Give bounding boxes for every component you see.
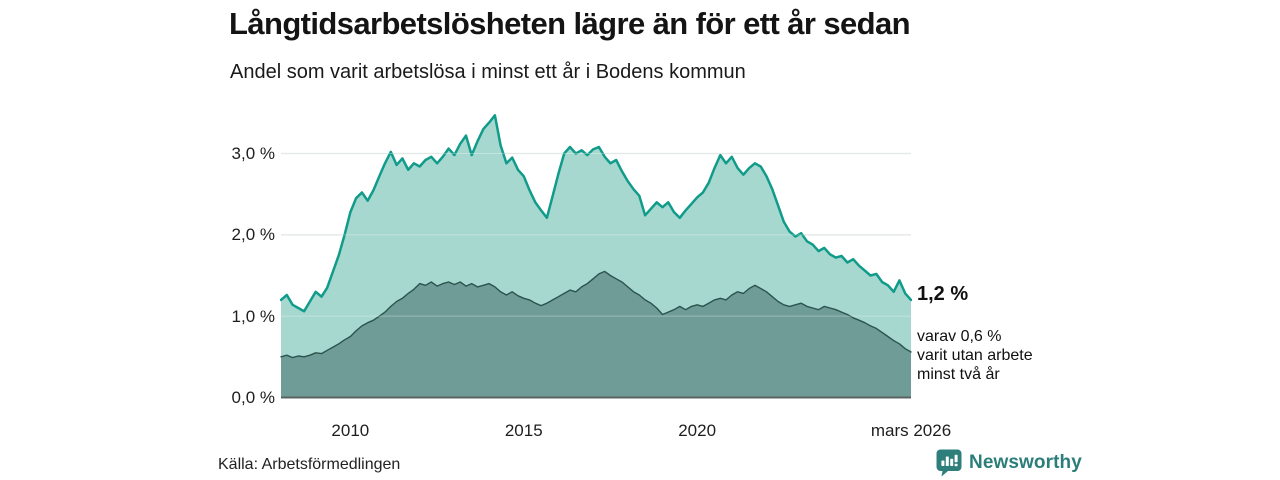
area-chart-plot bbox=[280, 114, 912, 399]
x-tick-label: 2010 bbox=[331, 421, 370, 440]
end-note-line: varit utan arbete bbox=[917, 347, 1033, 364]
y-tick-label: 1,0 % bbox=[231, 306, 275, 326]
chart-title: Långtidsarbetslösheten lägre än för ett … bbox=[229, 6, 911, 41]
x-tick-label: 2020 bbox=[678, 421, 717, 440]
x-tick-label: mars 2026 bbox=[870, 421, 952, 440]
newsworthy-bubble-chart-icon bbox=[936, 449, 962, 477]
newsworthy-wordmark: Newsworthy bbox=[969, 452, 1082, 473]
x-tick-label: 2015 bbox=[504, 421, 543, 440]
end-value-label: 1,2 % bbox=[917, 283, 969, 305]
end-note-line: minst två år bbox=[917, 366, 1000, 383]
y-tick-label: 2,0 % bbox=[231, 225, 275, 245]
y-tick-label: 3,0 % bbox=[231, 144, 275, 163]
end-note-label: varav 0,6 % varit utan arbete minst två … bbox=[917, 327, 1033, 384]
source-credit: Källa: Arbetsförmedlingen bbox=[218, 456, 401, 473]
y-tick-label: 0,0 % bbox=[231, 388, 275, 407]
chart-subtitle: Andel som varit arbetslösa i minst ett å… bbox=[230, 61, 746, 83]
newsworthy-logo: Newsworthy bbox=[936, 449, 1082, 477]
end-note-line: varav 0,6 % bbox=[917, 328, 1002, 345]
